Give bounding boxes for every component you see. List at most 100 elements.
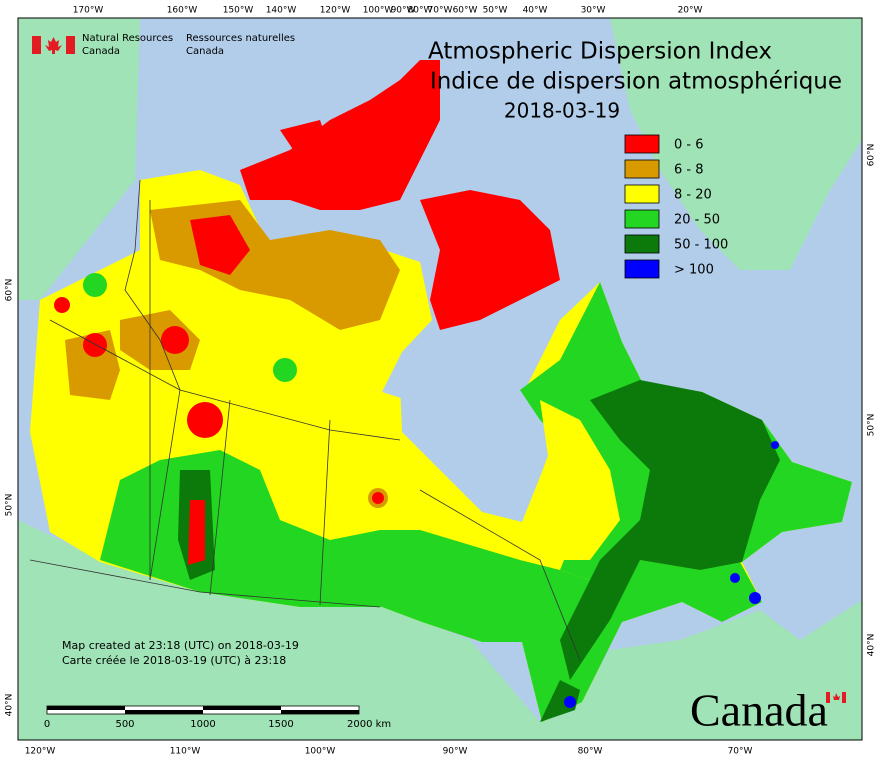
red-blob: [161, 326, 189, 354]
map-date: 2018-03-19: [504, 99, 620, 123]
longitude-label: 80°W: [408, 6, 433, 16]
latitude-label: 60°N: [867, 144, 877, 167]
longitude-label: 70°W: [428, 6, 453, 16]
agency-fr: Ressources naturelles: [186, 33, 295, 44]
border: [419, 489, 581, 661]
latitude-label: 50°N: [867, 414, 877, 437]
longitude-label: 90°W: [391, 6, 416, 16]
longitude-label: 20°W: [678, 6, 703, 16]
longitude-label: 170°W: [73, 6, 104, 16]
wordmark: Canada: [690, 685, 828, 736]
canada-wordmark: Canada: [690, 685, 846, 736]
hudson-bay: [400, 372, 560, 522]
longitude-label: 100°W: [363, 6, 394, 16]
longitude-label: 110°W: [170, 747, 201, 757]
red-blob: [372, 492, 384, 504]
legend-label: 20 - 50: [674, 213, 720, 228]
flag-bar: [826, 692, 830, 703]
red-blob: [187, 402, 223, 438]
border: [209, 399, 231, 596]
baffin-island: [420, 190, 560, 330]
legend-label: > 100: [674, 263, 714, 278]
blue-spot: [730, 573, 740, 583]
flag-bar: [66, 36, 75, 54]
yellow-quebec: [540, 400, 620, 560]
usa: [18, 520, 862, 740]
longitude-label: 140°W: [266, 6, 297, 16]
scale-seg: [47, 706, 125, 710]
darkgreen-east: [560, 380, 780, 680]
agency-header: Natural Resources Canada Ressources natu…: [32, 33, 295, 57]
maple-leaf: [45, 37, 62, 54]
scale-label: 1500: [268, 719, 293, 730]
latitude-label: 40°N: [867, 634, 877, 657]
legend-label: 50 - 100: [674, 238, 728, 253]
legend-label: 0 - 6: [674, 138, 704, 153]
map-border: [17, 17, 863, 741]
title-fr: Indice de dispersion atmosphérique: [430, 69, 842, 95]
border: [319, 419, 331, 606]
agency-en: Canada: [82, 46, 120, 57]
longitude-label: 120°W: [320, 6, 351, 16]
longitude-label: 60°W: [453, 6, 478, 16]
scale-bar: 0 500 1000 1500 2000 km: [44, 705, 391, 730]
longitude-label: 70°W: [728, 747, 753, 757]
maple-leaf: [833, 693, 840, 700]
red-blob: [54, 297, 70, 313]
latitude-label: 60°N: [5, 279, 15, 302]
flag-bar: [32, 36, 41, 54]
longitude-label: 50°W: [483, 6, 508, 16]
green-blob: [83, 273, 107, 297]
blue-spot: [564, 696, 576, 708]
scale-label: 500: [115, 719, 134, 730]
longitude-label: 80°W: [578, 747, 603, 757]
longitude-label: 120°W: [25, 747, 56, 757]
legend-swatch: [624, 134, 660, 154]
longitude-label: 40°W: [523, 6, 548, 16]
blue-spot: [771, 441, 779, 449]
longitude-label: 150°W: [223, 6, 254, 16]
island: [280, 120, 330, 160]
scale-seg: [125, 710, 203, 714]
legend-swatch: [624, 184, 660, 204]
red-blob: [83, 333, 107, 357]
longitude-label: 100°W: [305, 747, 336, 757]
agency-en: Natural Resources: [82, 33, 173, 44]
created-fr: Carte créée le 2018-03-19 (UTC) à 23:18: [62, 654, 286, 667]
darkgreen-south: [540, 680, 580, 722]
legend-swatch: [624, 259, 660, 279]
agency-fr: Canada: [186, 46, 224, 57]
greenland: [610, 18, 862, 270]
legend: 0 - 6 6 - 8 8 - 20 20 - 50 50 - 100 > 100: [624, 134, 728, 279]
longitude-label: 160°W: [167, 6, 198, 16]
scale-label: 2000 km: [347, 719, 391, 730]
longitude-label: 30°W: [581, 6, 606, 16]
latitude-label: 40°N: [5, 694, 15, 717]
created-en: Map created at 23:18 (UTC) on 2018-03-19: [62, 639, 299, 652]
legend-label: 8 - 20: [674, 188, 712, 203]
alaska: [18, 18, 140, 300]
legend-swatch: [624, 159, 660, 179]
borders: [29, 179, 581, 661]
border: [49, 319, 401, 441]
border: [124, 179, 181, 391]
graticule-labels: 170°W 160°W 150°W 140°W 120°W 100°W90°W80°W70…: [5, 6, 877, 757]
green-south: [100, 450, 762, 722]
flag-bar: [842, 692, 846, 703]
red-north: [190, 215, 250, 275]
legend-swatch: [624, 234, 660, 254]
scale-label: 0: [44, 719, 50, 730]
red-west: [188, 500, 205, 565]
blue-spot: [749, 592, 761, 604]
border: [29, 559, 381, 608]
arctic-islands: [240, 60, 440, 210]
scale-label: 1000: [190, 719, 215, 730]
title-en: Atmospheric Dispersion Index: [428, 39, 772, 65]
legend-label: 6 - 8: [674, 163, 704, 178]
green-blob: [273, 358, 297, 382]
legend-swatch: [624, 209, 660, 229]
longitude-label: 90°W: [443, 747, 468, 757]
scale-seg: [281, 710, 359, 714]
scale-seg: [203, 706, 281, 710]
